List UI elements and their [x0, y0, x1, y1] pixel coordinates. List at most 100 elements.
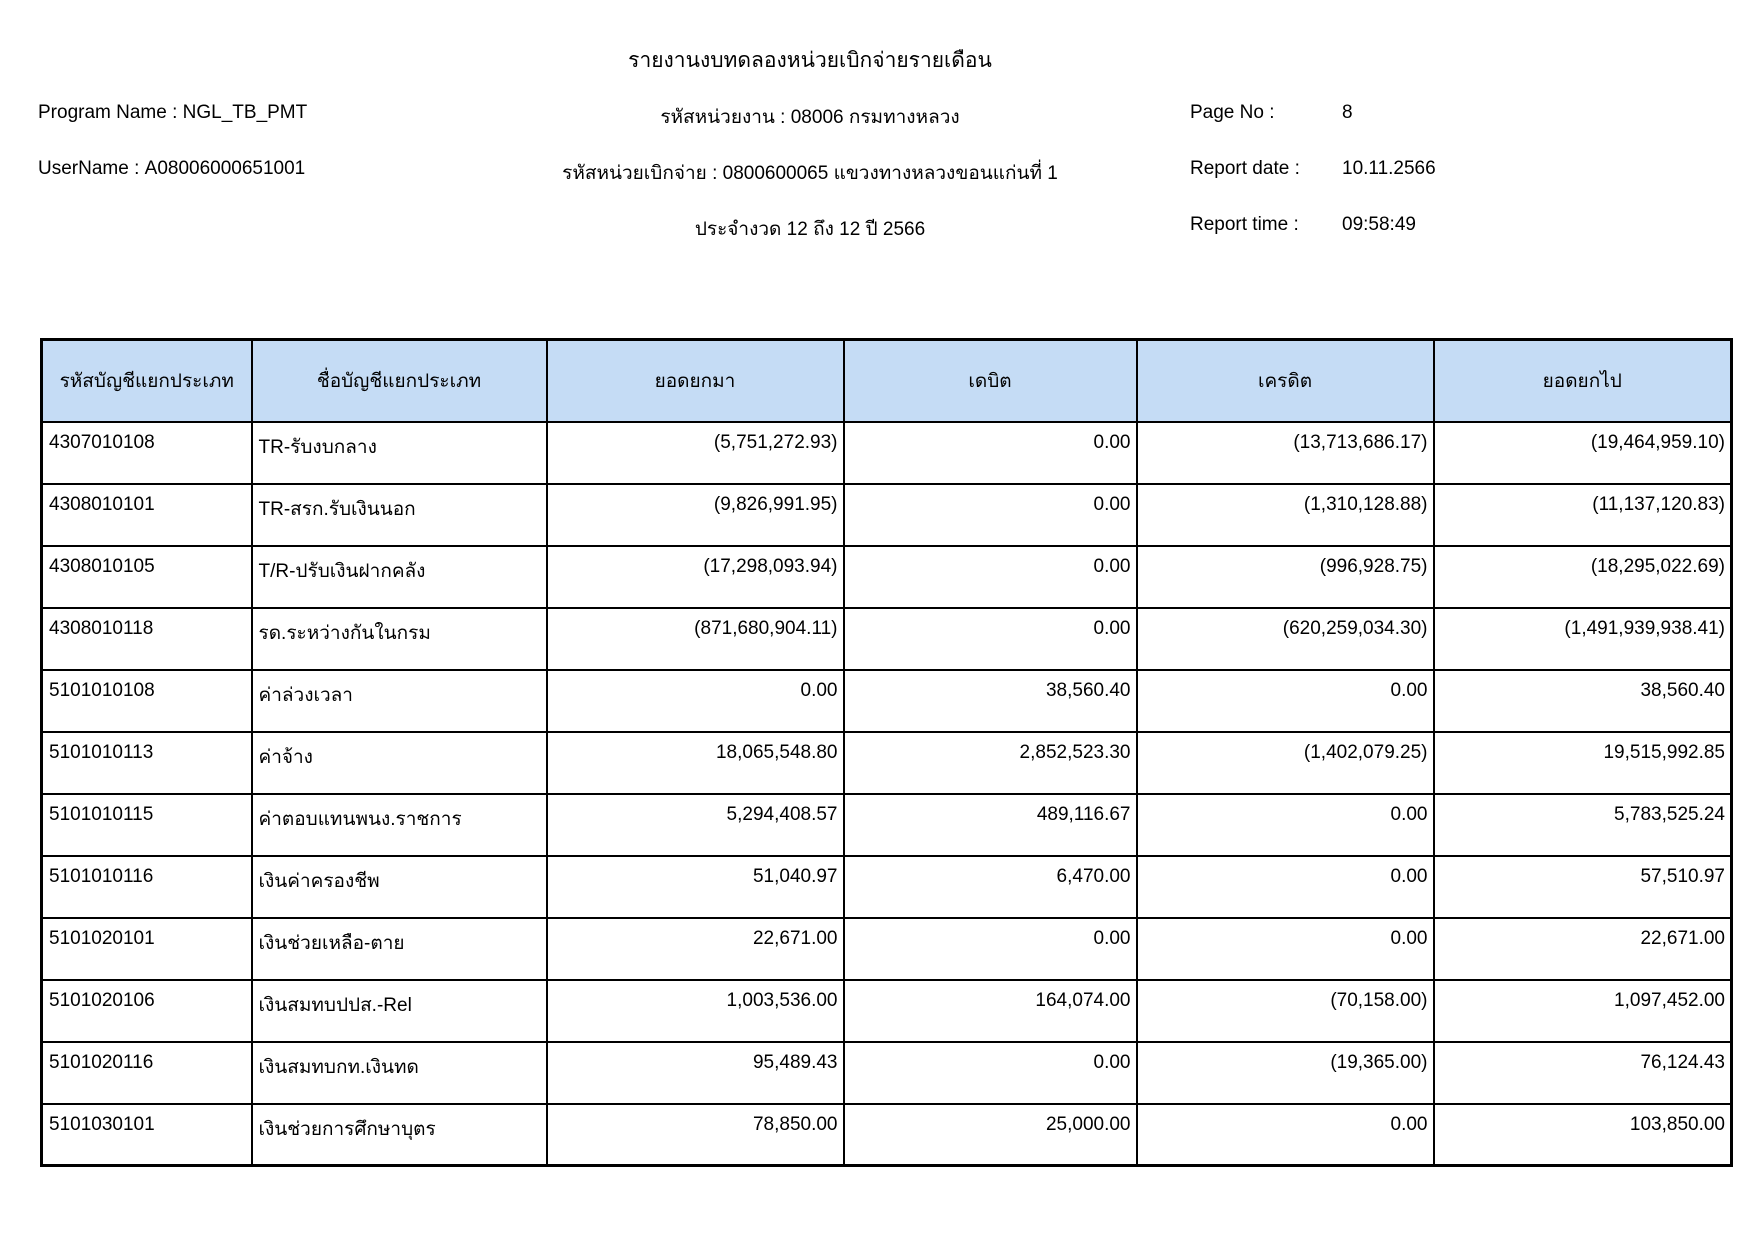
- balance-carried-forward-cell: (18,295,022.69): [1432, 544, 1733, 609]
- table-row: 5101010116 เงินค่าครองชีพ 51,040.97 6,470.0…: [40, 854, 1733, 919]
- balance-brought-forward-cell: 5,294,408.57: [545, 792, 845, 857]
- credit-cell: 0.00: [1135, 854, 1435, 919]
- account-code-cell: 5101010113: [40, 730, 253, 795]
- account-name-cell: T/R-ปรับเงินฝากคลัง: [250, 544, 548, 609]
- account-code-cell: 5101020116: [40, 1040, 253, 1105]
- debit-cell: 2,852,523.30: [842, 730, 1138, 795]
- credit-cell: (13,713,686.17): [1135, 420, 1435, 485]
- account-name-cell: เงินช่วยเหลือ-ตาย: [250, 916, 548, 981]
- agency-code-line: รหัสหน่วยงาน : 08006 กรมทางหลวง: [660, 107, 960, 128]
- balance-carried-forward-cell: (11,137,120.83): [1432, 482, 1733, 547]
- balance-carried-forward-cell: 19,515,992.85: [1432, 730, 1733, 795]
- credit-cell: (70,158.00): [1135, 978, 1435, 1043]
- balance-brought-forward-cell: 0.00: [545, 668, 845, 733]
- debit-cell: 489,116.67: [842, 792, 1138, 857]
- account-name-cell: ค่าล่วงเวลา: [250, 668, 548, 733]
- balance-carried-forward-cell: 76,124.43: [1432, 1040, 1733, 1105]
- account-name-cell: เงินสมทบปปส.-Rel: [250, 978, 548, 1043]
- balance-carried-forward-cell: (1,491,939,938.41): [1432, 606, 1733, 671]
- page-title: รายงานงบทดลองหน่วยเบิกจ่ายรายเดือน: [628, 49, 992, 72]
- table-row: 5101010115 ค่าตอบแทนพนง.ราชการ 5,294,408.5…: [40, 792, 1733, 857]
- account-name-cell: TR-สรก.รับเงินนอก: [250, 482, 548, 547]
- debit-cell: 0.00: [842, 1040, 1138, 1105]
- account-name-cell: เงินช่วยการศึกษาบุตร: [250, 1102, 548, 1167]
- balance-carried-forward-cell: 38,560.40: [1432, 668, 1733, 733]
- page-no-value: 8: [1342, 102, 1353, 123]
- account-code-cell: 4308010105: [40, 544, 253, 609]
- credit-cell: 0.00: [1135, 916, 1435, 981]
- username-value: A08006000651001: [144, 158, 306, 179]
- debit-cell: 0.00: [842, 420, 1138, 485]
- account-code-cell: 5101030101: [40, 1102, 253, 1167]
- debit-cell: 25,000.00: [842, 1102, 1138, 1167]
- username-label: UserName :: [38, 158, 140, 179]
- debit-cell: 38,560.40: [842, 668, 1138, 733]
- account-name-cell: รด.ระหว่างกันในกรม: [250, 606, 548, 671]
- account-code-cell: 5101010108: [40, 668, 253, 733]
- account-code-cell: 5101020106: [40, 978, 253, 1043]
- report-date-label: Report date :: [1190, 158, 1300, 179]
- debit-cell: 0.00: [842, 544, 1138, 609]
- table-row: 4308010118 รด.ระหว่างกันในกรม (871,680,904…: [40, 606, 1733, 671]
- table-row: 5101020101 เงินช่วยเหลือ-ตาย 22,671.00 0.00…: [40, 916, 1733, 981]
- credit-cell: (19,365.00): [1135, 1040, 1435, 1105]
- balance-carried-forward-header: ยอดยกไป: [1432, 338, 1733, 423]
- table-row: 5101030101 เงินช่วยการศึกษาบุตร 78,850.00 2…: [40, 1102, 1733, 1167]
- balance-brought-forward-cell: (5,751,272.93): [545, 420, 845, 485]
- credit-cell: 0.00: [1135, 668, 1435, 733]
- debit-header: เดบิต: [842, 338, 1138, 423]
- table-header: รหัสบัญชีแยกประเภท ชื่อบัญชีแยกประเภท ยอ…: [40, 338, 1733, 423]
- balance-brought-forward-cell: 18,065,548.80: [545, 730, 845, 795]
- page-no-label: Page No :: [1190, 102, 1275, 123]
- username-line: UserName : A08006000651001: [38, 158, 305, 180]
- balance-carried-forward-cell: 5,783,525.24: [1432, 792, 1733, 857]
- debit-cell: 6,470.00: [842, 854, 1138, 919]
- program-name-label: Program Name :: [38, 102, 178, 123]
- account-code-cell: 4307010108: [40, 420, 253, 485]
- balance-brought-forward-cell: 95,489.43: [545, 1040, 845, 1105]
- report-time-value: 09:58:49: [1342, 214, 1416, 235]
- balance-carried-forward-cell: (19,464,959.10): [1432, 420, 1733, 485]
- account-code-cell: 4308010101: [40, 482, 253, 547]
- balance-brought-forward-cell: 78,850.00: [545, 1102, 845, 1167]
- account-code-cell: 5101020101: [40, 916, 253, 981]
- credit-cell: (1,310,128.88): [1135, 482, 1435, 547]
- table-row: 5101010113 ค่าจ้าง 18,065,548.80 2,852,523.…: [40, 730, 1733, 795]
- program-name-line: Program Name : NGL_TB_PMT: [38, 102, 307, 124]
- debit-cell: 164,074.00: [842, 978, 1138, 1043]
- account-code-cell: 5101010115: [40, 792, 253, 857]
- table-row: 4308010101 TR-สรก.รับเงินนอก (9,826,991.95…: [40, 482, 1733, 547]
- balance-brought-forward-cell: (871,680,904.11): [545, 606, 845, 671]
- debit-cell: 0.00: [842, 916, 1138, 981]
- balance-carried-forward-cell: 22,671.00: [1432, 916, 1733, 981]
- balance-brought-forward-cell: 51,040.97: [545, 854, 845, 919]
- account-name-cell: เงินค่าครองชีพ: [250, 854, 548, 919]
- account-name-cell: ค่าจ้าง: [250, 730, 548, 795]
- table-row: 5101020116 เงินสมทบกท.เงินทด 95,489.43 0.00…: [40, 1040, 1733, 1105]
- trial-balance-table: รหัสบัญชีแยกประเภท ชื่อบัญชีแยกประเภท ยอ…: [40, 338, 1733, 1167]
- credit-cell: (620,259,034.30): [1135, 606, 1435, 671]
- table-row: 5101010108 ค่าล่วงเวลา 0.00 38,560.40 0.00 38…: [40, 668, 1733, 733]
- account-code-cell: 4308010118: [40, 606, 253, 671]
- account-code-cell: 5101010116: [40, 854, 253, 919]
- disbursement-unit-line: รหัสหน่วยเบิกจ่าย : 0800600065 แขวงทางหล…: [562, 163, 1058, 184]
- balance-brought-forward-cell: (9,826,991.95): [545, 482, 845, 547]
- credit-cell: (1,402,079.25): [1135, 730, 1435, 795]
- balance-carried-forward-cell: 57,510.97: [1432, 854, 1733, 919]
- report-time-label: Report time :: [1190, 214, 1299, 235]
- balance-carried-forward-cell: 103,850.00: [1432, 1102, 1733, 1167]
- balance-brought-forward-cell: 22,671.00: [545, 916, 845, 981]
- table-row: 5101020106 เงินสมทบปปส.-Rel 1,003,536.00 16…: [40, 978, 1733, 1043]
- debit-cell: 0.00: [842, 482, 1138, 547]
- credit-header: เครดิต: [1135, 338, 1435, 423]
- debit-cell: 0.00: [842, 606, 1138, 671]
- account-name-cell: เงินสมทบกท.เงินทด: [250, 1040, 548, 1105]
- program-name-value: NGL_TB_PMT: [182, 102, 308, 123]
- balance-carried-forward-cell: 1,097,452.00: [1432, 978, 1733, 1043]
- account-name-cell: TR-รับงบกลาง: [250, 420, 548, 485]
- balance-brought-forward-cell: (17,298,093.94): [545, 544, 845, 609]
- account-name-cell: ค่าตอบแทนพนง.ราชการ: [250, 792, 548, 857]
- balance-brought-forward-header: ยอดยกมา: [545, 338, 845, 423]
- table-row: 4308010105 T/R-ปรับเงินฝากคลัง (17,298,093…: [40, 544, 1733, 609]
- period-line: ประจำงวด 12 ถึง 12 ปี 2566: [694, 219, 926, 240]
